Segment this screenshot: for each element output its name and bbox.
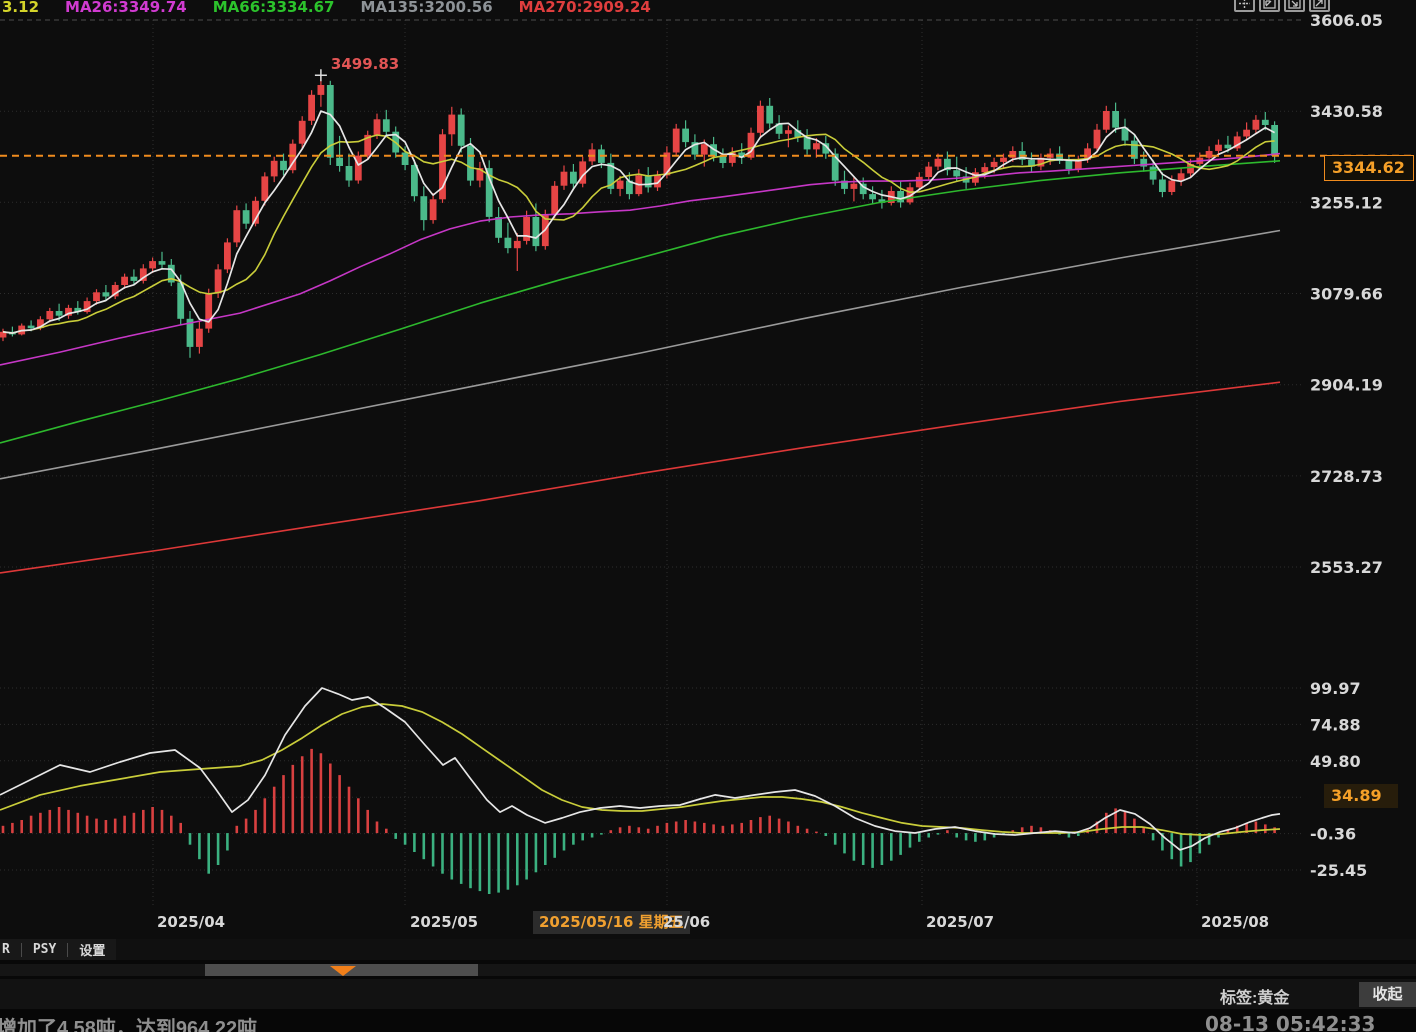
chart-toolbar (1234, 0, 1330, 12)
pane-down-right-icon[interactable] (1284, 0, 1305, 12)
ma-legend-item: MA135:3200.56 (360, 0, 493, 16)
news-ticker-timestamp: 08-13 05:42:33 (1205, 1012, 1376, 1032)
price-axis-label: 3079.66 (1310, 285, 1383, 304)
collapse-button[interactable]: 收起 (1359, 982, 1416, 1007)
price-axis-label: 3430.58 (1310, 102, 1383, 121)
price-axis-label: 2904.19 (1310, 376, 1383, 395)
high-price-annotation: 3499.83 (330, 55, 400, 74)
time-axis-label: 2025/07 (926, 913, 995, 931)
time-axis-label: 25/06 (663, 913, 711, 931)
pane-up-right-icon[interactable] (1309, 0, 1330, 12)
news-ticker-text: 增加了4.58吨，达到964.22吨 (0, 1018, 258, 1032)
indicator-axis-label: -25.45 (1310, 861, 1367, 880)
symbol-tag-label: 标签:黄金 (1220, 990, 1290, 1007)
time-axis-label: 2025/05 (410, 913, 479, 931)
indicator-tab[interactable]: R (2, 942, 10, 957)
ma-legend-item: MA66:3334.67 (212, 0, 335, 16)
indicator-tab[interactable]: 设置 (79, 944, 106, 959)
tab-separator (67, 942, 69, 957)
chart-scrollbar-row (0, 960, 1416, 979)
candlestick-chart[interactable]: 3606.05 3430.58 3255.12 3079.66 2904.19 2728.… (0, 0, 1416, 940)
time-axis-label: 2025/04 (157, 913, 226, 931)
peak-cross-icon (314, 69, 327, 82)
indicator-tabs: R PSY 设置 (0, 939, 117, 960)
ma-legend: 3.12 MA26:3349.74 MA66:3334.67 MA135:3200.5… (2, 0, 651, 16)
ma-legend-item: 3.12 (2, 0, 40, 16)
indicator-tab-bar: R PSY 设置 (0, 939, 1416, 960)
indicator-axis-label: 49.80 (1310, 752, 1361, 771)
price-axis-label: 3606.05 (1310, 11, 1383, 30)
current-price-badge: 3344.62 (1324, 155, 1414, 181)
crosshair-date-badge: 2025/05/16 星期五 (533, 911, 690, 934)
ma-legend-item: MA26:3349.74 (65, 0, 187, 16)
indicator-axis-label: -0.36 (1310, 825, 1356, 844)
info-bar: 标签:黄金 收起 (0, 979, 1416, 1009)
indicator-axis-label: 99.97 (1310, 679, 1361, 698)
scrollbar-position-arrow-icon[interactable] (330, 966, 356, 976)
time-axis: 2025/05/16 星期五 2025/04 2025/05 25/06 2025/0… (0, 910, 1416, 936)
price-axis-label: 2553.27 (1310, 558, 1383, 577)
pane-up-left-icon[interactable] (1259, 0, 1280, 12)
indicator-tab[interactable]: PSY (32, 942, 57, 957)
news-ticker-bar: 增加了4.58吨，达到964.22吨 08-13 05:42:33 (0, 1009, 1416, 1032)
time-axis-label: 2025/08 (1201, 913, 1270, 931)
ma-legend-item: MA270:2909.24 (518, 0, 651, 16)
price-axis-label: 3255.12 (1310, 193, 1383, 212)
price-axis-label: 2728.73 (1310, 467, 1383, 486)
indicator-value-badge: 34.89 (1324, 784, 1398, 808)
tab-separator (20, 942, 22, 957)
indicator-axis-label: 74.88 (1310, 715, 1361, 734)
grid-layout-icon[interactable] (1234, 0, 1255, 12)
